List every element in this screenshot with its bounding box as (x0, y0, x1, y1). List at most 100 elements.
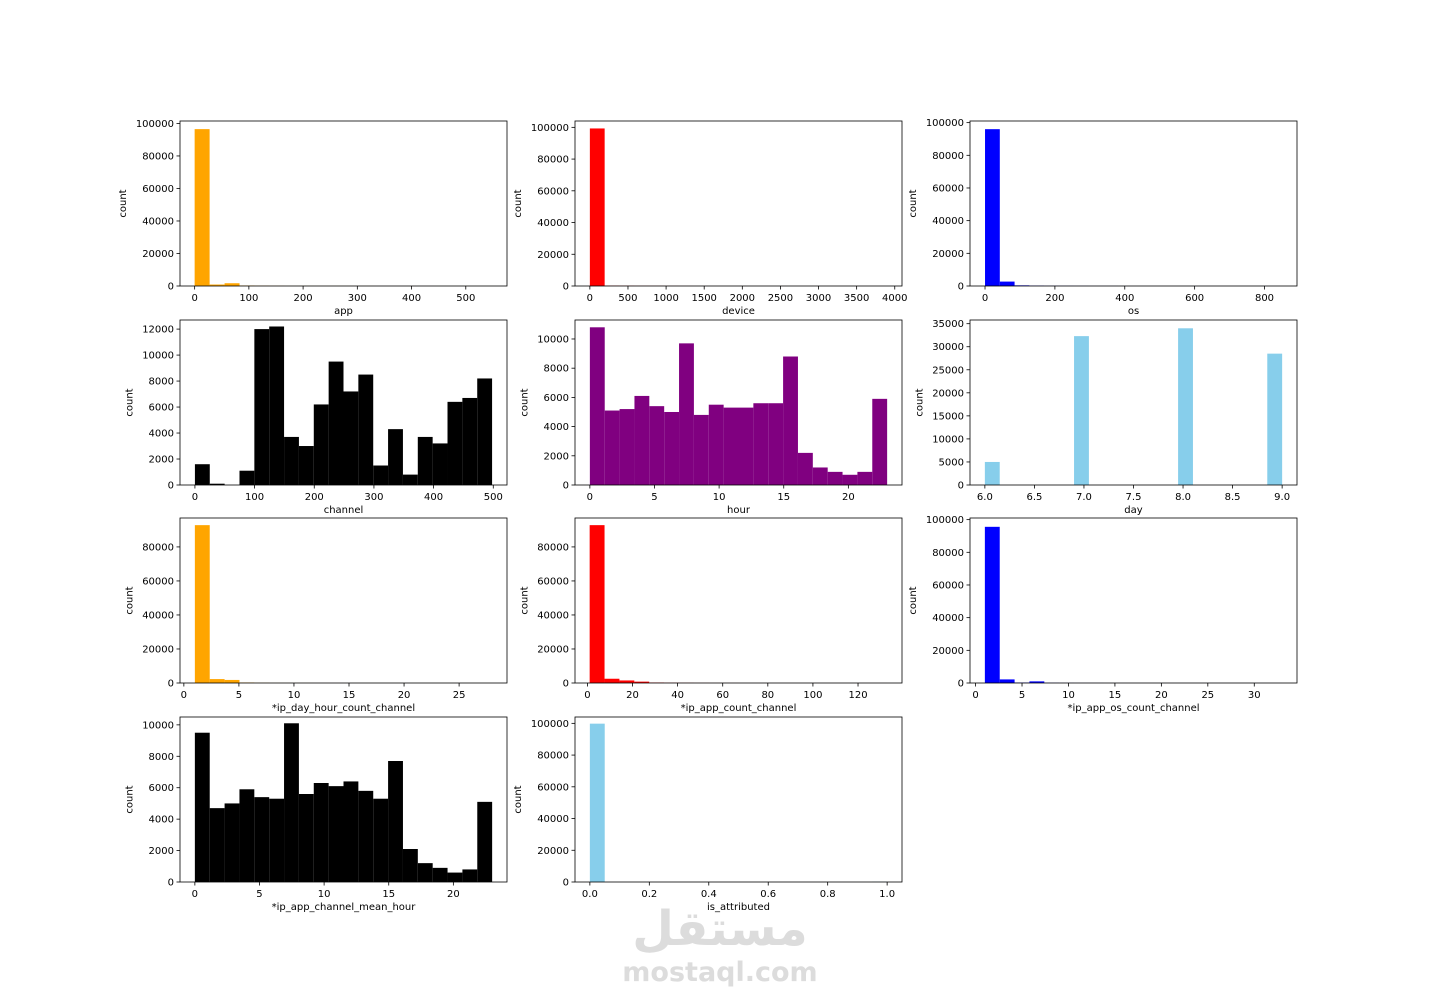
histogram-bar (194, 525, 210, 683)
histogram-bar (313, 404, 329, 485)
x-tick-label: 200 (1045, 293, 1064, 304)
y-tick-label: 20000 (932, 249, 964, 260)
y-tick-label: 0 (563, 282, 569, 293)
histogram-bar (723, 407, 739, 485)
y-tick-label: 6000 (149, 403, 174, 414)
y-tick-label: 80000 (932, 548, 964, 559)
x-axis-label: os (1128, 306, 1139, 317)
y-tick-label: 0 (563, 481, 569, 492)
histogram-bar (634, 395, 650, 485)
histogram-bar (209, 808, 225, 882)
y-tick-label: 4000 (149, 815, 174, 826)
histogram-panel-6: 6.0 6.5 7.0 7.5 8.0 8.5 9.0 0 5000 10000 15000 2000… (915, 319, 1298, 516)
y-tick-label: 100000 (926, 515, 964, 526)
histogram-bar (827, 471, 843, 485)
x-tick-label: 6.0 (977, 492, 993, 503)
y-axis-label: count (915, 388, 926, 416)
histogram-bar (857, 471, 873, 485)
histogram-bar (328, 786, 344, 882)
y-tick-label: 35000 (932, 319, 964, 330)
x-axis-label: hour (727, 505, 751, 516)
y-tick-label: 100000 (531, 719, 569, 730)
histogram-bar (462, 397, 478, 485)
histogram-bar (269, 326, 285, 485)
histogram-bar (224, 679, 240, 683)
x-tick-label: 40 (671, 690, 684, 701)
histogram-bar (328, 361, 344, 485)
histogram-bar (985, 129, 1000, 286)
histogram-bar (269, 798, 285, 882)
histogram-bar (999, 679, 1015, 683)
histogram-bar (373, 465, 389, 485)
x-tick-label: 3500 (844, 293, 869, 304)
y-axis-label: count (118, 189, 129, 217)
histogram-bar (984, 526, 1000, 683)
histogram-bar (402, 849, 418, 882)
y-tick-label: 10000 (932, 434, 964, 445)
histogram-bar (373, 798, 389, 882)
axes-frame (574, 517, 903, 684)
axes-frame (574, 716, 903, 883)
histogram-bar (589, 525, 605, 683)
histogram-bar (298, 446, 314, 485)
x-tick-label: 200 (294, 293, 313, 304)
y-tick-label: 40000 (932, 613, 964, 624)
histogram-panel-2: 0 500 1000 1500 2000 2500 3000 3500 400002000040… (513, 120, 907, 317)
x-tick-label: 400 (424, 492, 443, 503)
histogram-bar (999, 281, 1015, 286)
x-tick-label: 1500 (691, 293, 716, 304)
y-tick-label: 5000 (939, 457, 964, 468)
y-tick-label: 20000 (932, 646, 964, 657)
histogram-bar (679, 343, 694, 485)
x-axis-label: is_attributed (707, 902, 770, 913)
y-axis-label: count (520, 388, 531, 416)
histogram-panel-9: 0 5 10 15 20 25 30 0 20000 40000 60000 80000 100000 *… (908, 515, 1298, 714)
x-axis-label: channel (324, 505, 364, 516)
histogram-bar (589, 723, 605, 882)
y-axis-label: count (513, 785, 524, 813)
x-axis-label: *ip_app_os_count_channel (1067, 703, 1199, 714)
y-axis-label: count (908, 189, 919, 217)
x-tick-label: 200 (305, 492, 324, 503)
y-tick-label: 15000 (932, 411, 964, 422)
histogram-bar (224, 283, 240, 286)
x-tick-label: 600 (1185, 293, 1204, 304)
histogram-bar (224, 803, 240, 882)
y-tick-label: 10000 (142, 351, 174, 362)
histogram-bar (447, 872, 463, 882)
x-axis-label: *ip_app_channel_mean_hour (272, 902, 417, 913)
histogram-bar (619, 409, 635, 485)
x-tick-label: 0 (587, 492, 593, 503)
y-tick-label: 2000 (149, 455, 174, 466)
histogram-panel-5: 0 5 10 15 20 0 2000 4000 6000 8000 10000 hour count (520, 319, 903, 516)
x-tick-label: 300 (364, 492, 383, 503)
watermark-logo: مستقل (632, 901, 808, 957)
histogram-bar (417, 436, 433, 485)
x-tick-label: 25 (1201, 690, 1214, 701)
axes-frame (574, 120, 903, 287)
y-tick-label: 2000 (544, 451, 569, 462)
axes-frame (179, 120, 508, 287)
x-tick-label: 4000 (882, 293, 907, 304)
y-tick-label: 0 (168, 878, 174, 889)
y-tick-label: 100000 (531, 123, 569, 134)
x-tick-label: 9.0 (1274, 492, 1290, 503)
histogram-bar (477, 801, 493, 882)
axes-frame (179, 319, 508, 486)
x-tick-label: 500 (484, 492, 503, 503)
y-tick-label: 60000 (537, 576, 569, 587)
histogram-bar (432, 867, 448, 882)
histogram-panel-7: 0 5 10 15 20 25 0 20000 40000 60000 80000 *ip_day_h… (125, 517, 508, 714)
y-tick-label: 30000 (932, 342, 964, 353)
histogram-bar (664, 411, 680, 485)
histogram-bar (239, 789, 255, 882)
y-tick-label: 60000 (932, 183, 964, 194)
watermark-site: mostaql.com (622, 957, 818, 988)
x-tick-label: 0 (181, 690, 187, 701)
histogram-bar (194, 129, 210, 286)
histogram-bar (604, 410, 620, 485)
histogram-bar (649, 406, 665, 485)
x-tick-label: 10 (288, 690, 301, 701)
y-tick-label: 20000 (932, 388, 964, 399)
histogram-bar (343, 391, 359, 485)
